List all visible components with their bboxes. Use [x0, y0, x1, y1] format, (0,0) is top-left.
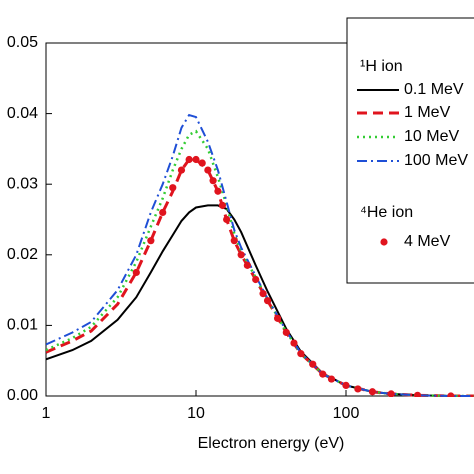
data-point	[319, 370, 327, 378]
legend-header: ¹H ion	[360, 58, 403, 75]
x-axis-label: Electron energy (eV)	[198, 435, 345, 452]
data-point	[243, 261, 251, 269]
data-point	[177, 166, 186, 174]
x-tick-label: 10	[187, 405, 205, 422]
data-point	[218, 201, 227, 209]
x-tick-label: 1	[42, 405, 51, 422]
data-point	[214, 187, 222, 195]
plot-area	[46, 113, 474, 397]
data-point	[413, 391, 422, 397]
data-point	[263, 297, 272, 305]
data-point	[209, 177, 217, 185]
legend-box	[346, 17, 474, 284]
data-point	[204, 166, 212, 174]
y-tick-label: 0.00	[7, 387, 38, 404]
data-point	[387, 390, 395, 397]
plot-frame	[45, 42, 474, 397]
y-tick-label: 0.05	[7, 34, 38, 51]
data-point	[259, 290, 267, 298]
x-tick-label: 100	[333, 405, 360, 422]
data-point	[159, 208, 167, 217]
data-point	[185, 155, 193, 164]
legend-header: ⁴He ion	[360, 204, 413, 221]
data-point	[237, 251, 245, 259]
data-point	[327, 375, 336, 383]
data-point	[342, 381, 350, 390]
data-point	[192, 155, 200, 164]
legend-label: 4 MeV	[404, 233, 451, 250]
data-point	[147, 237, 155, 245]
legend-label: 1 MeV	[404, 104, 451, 121]
data-point	[223, 215, 231, 224]
data-point	[354, 385, 362, 393]
legend-label: 100 MeV	[404, 152, 468, 169]
data-point	[198, 159, 206, 167]
data-point	[290, 339, 298, 347]
y-tick-label: 0.02	[7, 246, 38, 263]
data-point	[169, 184, 177, 192]
data-point	[297, 350, 305, 358]
y-tick-label: 0.01	[7, 317, 38, 334]
legend-label: 0.1 MeV	[404, 81, 464, 98]
data-point	[132, 268, 140, 277]
data-point	[230, 237, 238, 245]
data-point	[309, 360, 317, 368]
data-point	[274, 314, 282, 322]
data-point	[368, 388, 377, 396]
y-tick-label: 0.03	[7, 175, 38, 192]
y-tick-label: 0.04	[7, 105, 38, 122]
legend-marker	[380, 238, 388, 246]
legend-label: 10 MeV	[404, 128, 459, 145]
data-point	[447, 392, 455, 397]
data-point	[252, 275, 260, 284]
data-point	[282, 328, 290, 337]
series-line	[46, 113, 474, 397]
